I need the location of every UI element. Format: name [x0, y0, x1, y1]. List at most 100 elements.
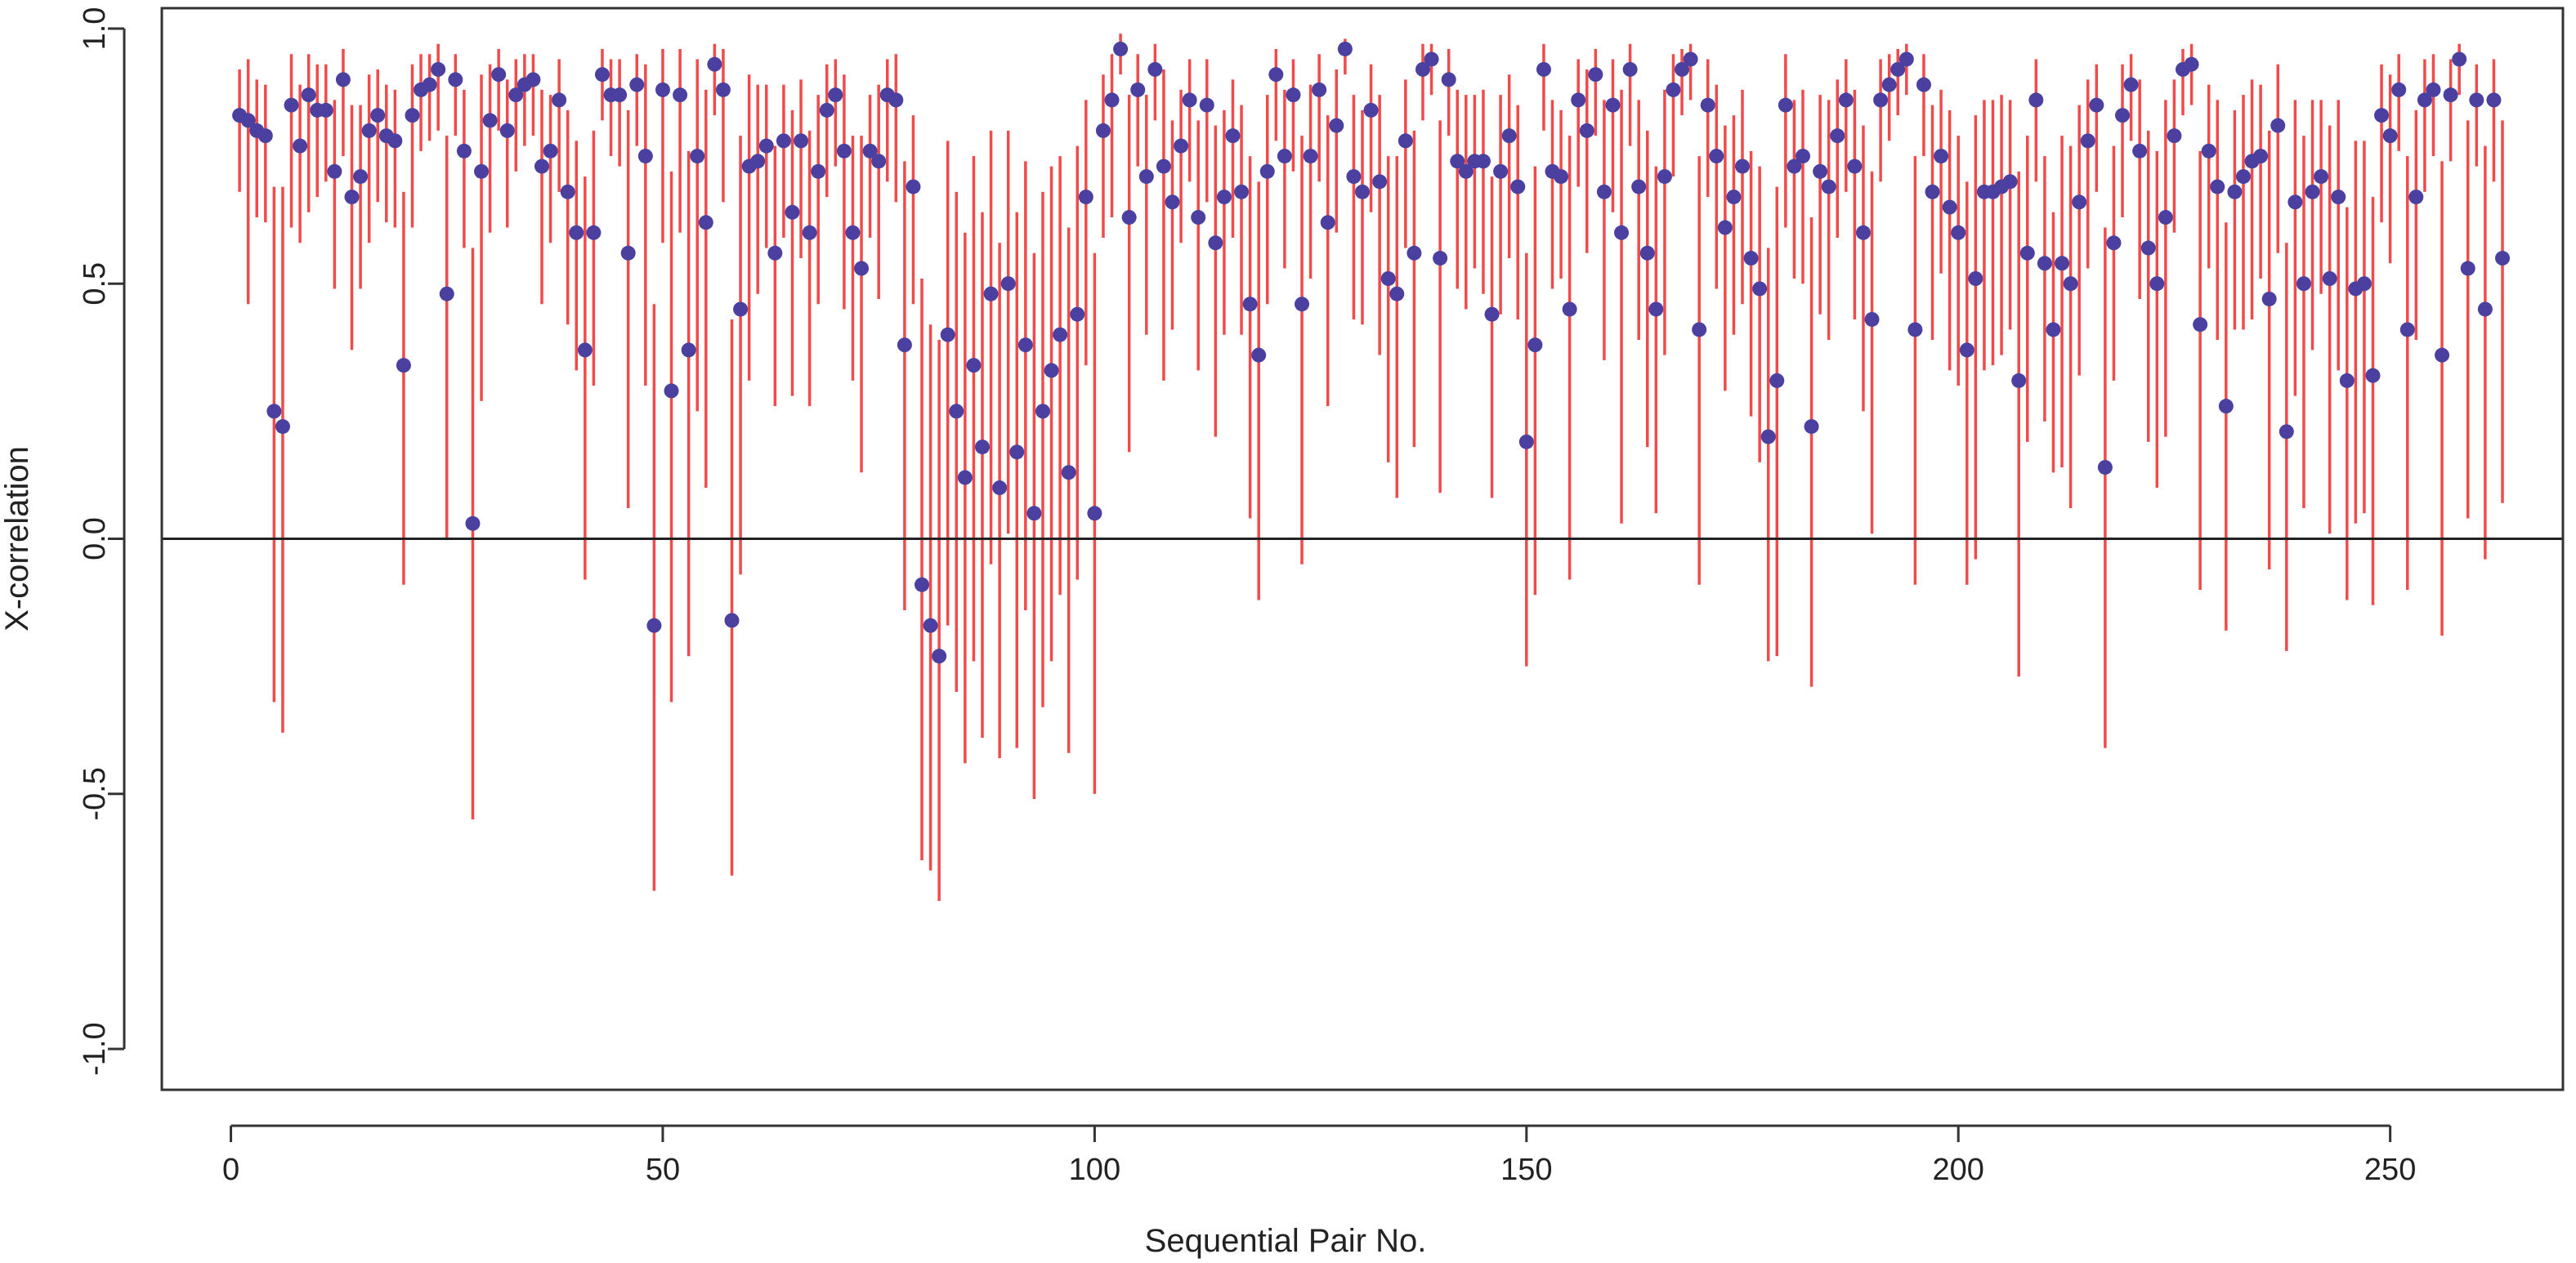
- data-point: [1138, 169, 1154, 185]
- data-point: [1726, 190, 1742, 205]
- data-point: [1277, 149, 1292, 164]
- data-point: [1588, 67, 1603, 83]
- data-point: [293, 138, 308, 154]
- data-point: [1890, 61, 1906, 77]
- data-point: [1855, 225, 1871, 240]
- data-point: [2028, 92, 2044, 108]
- data-point: [353, 169, 369, 185]
- data-point: [1769, 373, 1785, 388]
- data-point: [405, 108, 420, 123]
- data-point: [1407, 245, 1422, 261]
- data-point: [1156, 158, 1171, 174]
- data-point: [854, 261, 870, 276]
- data-point: [1639, 245, 1655, 261]
- data-point: [2193, 317, 2208, 332]
- x-tick-label: 0: [222, 1153, 239, 1187]
- data-point: [2140, 240, 2156, 256]
- data-point: [1968, 271, 1983, 286]
- data-point: [586, 225, 602, 240]
- data-point: [1009, 444, 1025, 460]
- data-point: [1804, 419, 1819, 435]
- data-point: [1873, 92, 1889, 108]
- data-point: [2011, 373, 2027, 388]
- data-point: [1942, 199, 1957, 215]
- plot-frame: [160, 7, 2565, 1091]
- data-point: [1614, 225, 1630, 240]
- data-point: [1847, 158, 1863, 174]
- data-point: [2055, 256, 2070, 271]
- data-point: [1242, 297, 1258, 312]
- data-point: [2435, 347, 2450, 363]
- data-point: [940, 327, 955, 342]
- data-point: [1458, 163, 1474, 179]
- data-point: [1295, 297, 1310, 312]
- data-point: [2227, 184, 2243, 199]
- data-point: [1666, 82, 1681, 97]
- data-point: [715, 82, 731, 97]
- data-point: [1605, 97, 1621, 113]
- data-point: [499, 123, 515, 138]
- data-point: [1337, 41, 1353, 56]
- x-tick-label: 50: [646, 1153, 680, 1187]
- data-point: [1355, 184, 1370, 199]
- data-point: [2365, 368, 2381, 383]
- data-point: [1484, 306, 1500, 322]
- data-point: [1596, 184, 1612, 199]
- data-point: [957, 470, 973, 485]
- data-point: [2374, 108, 2390, 123]
- data-point: [1346, 169, 1362, 185]
- data-point: [2331, 190, 2346, 205]
- data-point: [1692, 322, 1707, 337]
- data-point: [1683, 51, 1698, 67]
- data-point: [2399, 322, 2415, 337]
- data-point: [1951, 225, 1966, 240]
- data-point: [1648, 301, 1664, 317]
- data-point: [2235, 169, 2251, 185]
- data-point: [1216, 190, 1232, 205]
- data-point: [1657, 169, 1672, 185]
- data-point: [2270, 118, 2286, 133]
- data-point: [949, 404, 964, 419]
- x-axis: 0 50 100 150 200 250: [222, 1124, 2416, 1187]
- y-tick-label: 0.5: [78, 262, 112, 306]
- data-point: [1675, 61, 1690, 77]
- data-point: [983, 286, 999, 301]
- data-point: [1017, 337, 1033, 353]
- data-point: [1510, 179, 1526, 194]
- data-point: [1398, 133, 1413, 149]
- data-point: [897, 337, 912, 353]
- data-point: [1787, 158, 1802, 174]
- data-point: [448, 72, 463, 87]
- data-point: [974, 440, 990, 455]
- data-point: [664, 383, 679, 399]
- data-point: [2002, 174, 2018, 190]
- data-point: [1778, 97, 1793, 113]
- data-point: [862, 143, 878, 158]
- data-point: [1087, 506, 1102, 521]
- data-point: [284, 97, 299, 113]
- x-tick-label: 250: [2364, 1153, 2416, 1187]
- data-point: [2382, 128, 2398, 144]
- data-point: [1259, 163, 1275, 179]
- data-point: [1838, 92, 1854, 108]
- data-point: [1208, 235, 1223, 251]
- data-point: [724, 613, 740, 628]
- data-point: [2019, 245, 2035, 261]
- data-point: [1147, 61, 1163, 77]
- data-point: [240, 113, 256, 128]
- data-point: [932, 649, 947, 664]
- data-point: [1303, 149, 1318, 164]
- data-point: [2106, 235, 2122, 251]
- data-point: [301, 87, 316, 103]
- data-point: [1044, 363, 1059, 378]
- y-tick-label: 0.0: [78, 517, 112, 560]
- data-point: [1898, 51, 1914, 67]
- data-point: [1286, 87, 1301, 103]
- data-point: [2115, 108, 2131, 123]
- data-point: [1121, 210, 1137, 225]
- data-point: [2288, 194, 2303, 210]
- data-point: [1536, 61, 1551, 77]
- data-point: [1095, 123, 1111, 138]
- data-point: [1881, 77, 1897, 92]
- data-point: [1078, 190, 1093, 205]
